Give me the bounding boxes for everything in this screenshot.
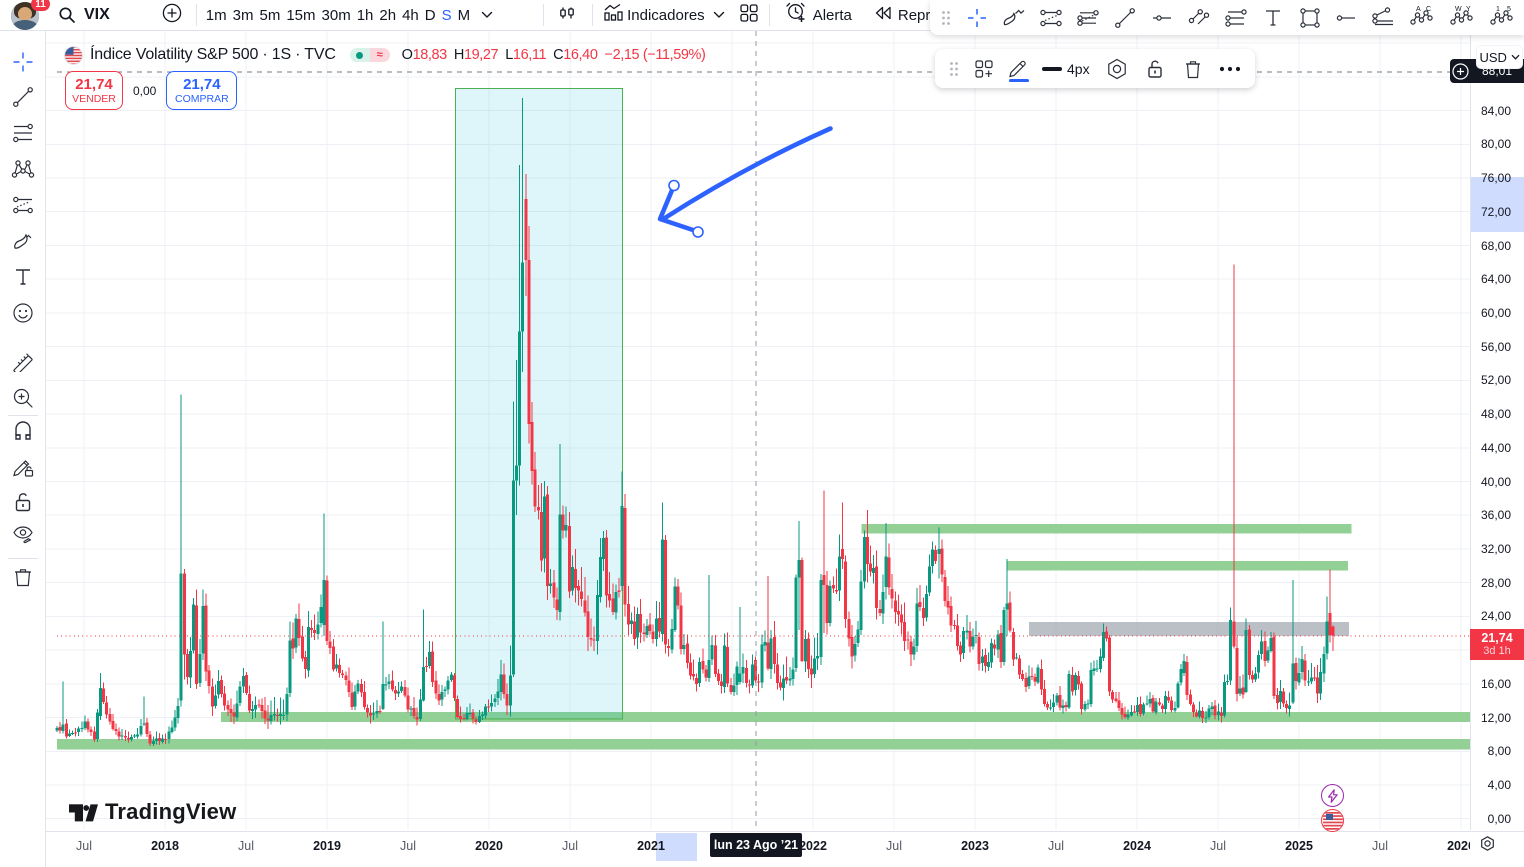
svg-text:W: W: [1455, 6, 1462, 13]
svg-text:C: C: [1426, 6, 1431, 13]
svg-text:1: 1: [1496, 6, 1500, 13]
svg-text:A: A: [1416, 6, 1421, 13]
svg-text:Y: Y: [1466, 6, 1471, 13]
svg-text:5: 5: [1507, 6, 1511, 13]
